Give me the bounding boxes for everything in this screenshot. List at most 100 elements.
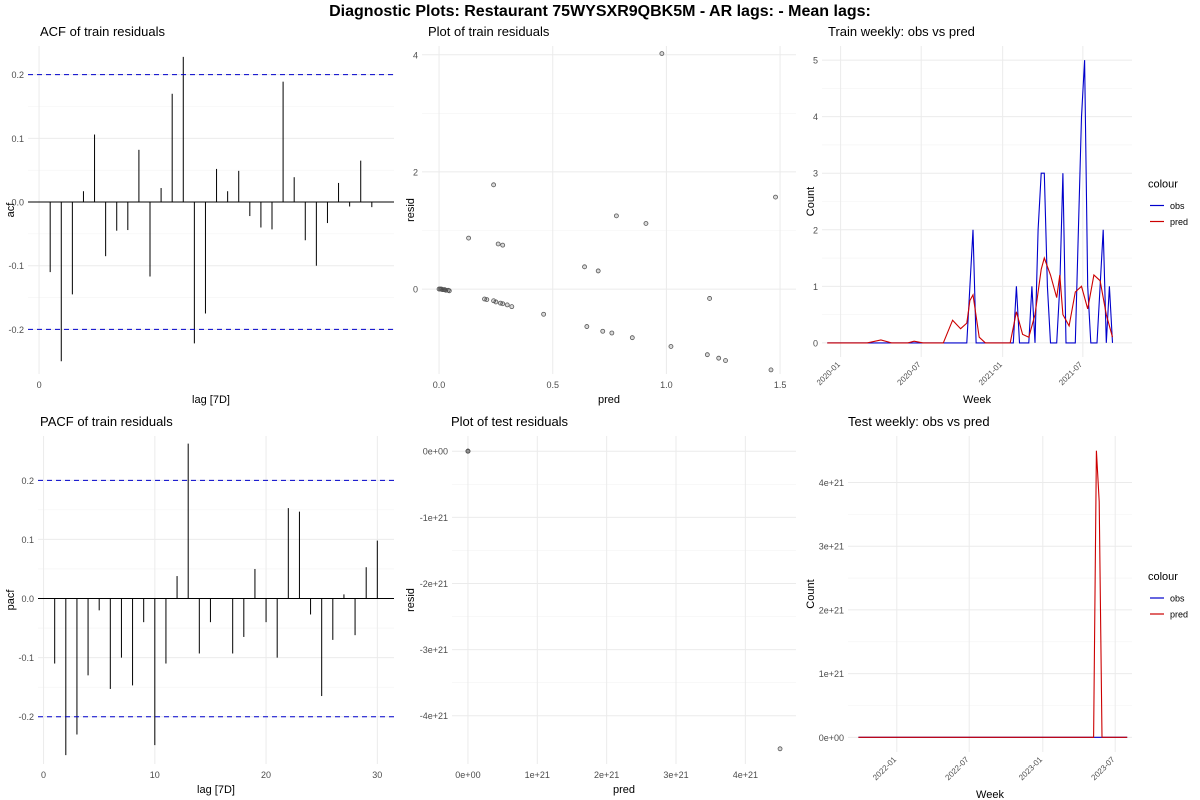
train-resid-y-axis-title: resid: [405, 198, 417, 222]
test-weekly-series-line-pred: [858, 450, 1128, 738]
test-resid-xtick-label: 3e+21: [663, 770, 688, 780]
train-resid-point: [491, 298, 497, 304]
pacf-xtick-label: 10: [150, 770, 160, 780]
train-weekly-xtick-label: 2020-01: [815, 360, 843, 388]
train-resid-x-axis-title: pred: [598, 394, 620, 406]
test-resid-ytick-label: -1e+21: [420, 513, 448, 523]
test-resid-xtick-label: 2e+21: [594, 770, 619, 780]
train-resid-point: [773, 194, 778, 200]
test-weekly-xtick-label: 2022-07: [943, 755, 971, 783]
panel-title-train-weekly: Train weekly: obs vs pred: [828, 24, 975, 39]
train-resid-point: [582, 264, 587, 270]
train-resid-point: [768, 367, 774, 373]
panel-title-pacf: PACF of train residuals: [40, 414, 173, 429]
train-resid-point: [500, 242, 506, 248]
train-weekly-x-axis-title: Week: [963, 394, 991, 406]
test-weekly-ytick-label: 3e+21: [819, 542, 844, 552]
train-weekly-ytick-label: 3: [813, 169, 818, 179]
train-weekly-ytick-label: 1: [813, 282, 818, 292]
train-resid-point: [495, 241, 501, 247]
train-resid-xtick-label: 1.5: [774, 380, 787, 390]
acf-ytick-label: -0.2: [8, 325, 24, 335]
acf-y-axis-title: acf: [5, 202, 17, 218]
pacf-ytick-label: 0.0: [21, 594, 34, 604]
train-resid-point: [707, 296, 713, 301]
test-resid-ytick-label: -3e+21: [420, 645, 448, 655]
pacf-ytick-label: 0.1: [21, 535, 34, 545]
train-resid-point: [509, 304, 515, 310]
train-resid-point: [609, 330, 615, 336]
train-weekly-xtick-label: 2020-07: [895, 360, 923, 388]
train-resid-point: [668, 344, 674, 349]
train-resid-point: [704, 352, 710, 358]
train-weekly-legend-label-pred: pred: [1170, 217, 1188, 227]
test-resid-ytick-label: -2e+21: [420, 579, 448, 589]
panel-title-test-weekly: Test weekly: obs vs pred: [848, 414, 990, 429]
test-weekly-ytick-label: 2e+21: [819, 605, 844, 615]
pacf-xtick-label: 0: [41, 770, 46, 780]
train-weekly-series-line-pred: [827, 256, 1114, 344]
train-resid-point: [595, 268, 601, 274]
test-weekly-legend-label-obs: obs: [1170, 594, 1185, 604]
test-weekly-x-axis-title: Week: [976, 789, 1004, 800]
train-weekly-ytick-label: 2: [813, 225, 818, 235]
test-weekly-ytick-label: 1e+21: [819, 669, 844, 679]
test-resid-point: [465, 448, 471, 454]
train-resid-point: [629, 335, 635, 341]
test-resid-ytick-label: 0e+00: [423, 447, 448, 457]
pacf-ytick-label: 0.2: [21, 476, 34, 486]
acf-x-axis-title: lag [7D]: [192, 394, 230, 406]
train-resid-point: [466, 235, 472, 241]
train-resid-xtick-label: 0.5: [546, 380, 559, 390]
pacf-y-axis-title: pacf: [5, 589, 17, 611]
acf-ytick-label: 0.0: [11, 198, 24, 208]
pacf-xtick-label: 20: [261, 770, 271, 780]
panel-title-acf: ACF of train residuals: [40, 24, 165, 39]
test-resid-point: [777, 746, 783, 752]
train-weekly-legend-label-obs: obs: [1170, 201, 1185, 211]
train-resid-ytick-label: 0: [413, 285, 418, 295]
test-weekly-xtick-label: 2023-01: [1017, 755, 1045, 783]
test-resid-x-axis-title: pred: [613, 784, 635, 796]
pacf-ytick-label: -0.2: [18, 712, 34, 722]
train-resid-xtick-label: 0.0: [433, 380, 446, 390]
train-weekly-xtick-label: 2021-07: [1057, 360, 1085, 388]
test-weekly-legend-title: colour: [1148, 571, 1178, 583]
test-weekly-ytick-label: 4e+21: [819, 478, 844, 488]
train-weekly-ytick-label: 4: [813, 112, 818, 122]
train-weekly-xtick-label: 2021-01: [977, 360, 1005, 388]
train-resid-point: [643, 221, 649, 226]
train-resid-point: [659, 51, 665, 57]
acf-ytick-label: -0.1: [8, 261, 24, 271]
test-resid-xtick-label: 1e+21: [525, 770, 550, 780]
train-resid-point: [491, 182, 497, 188]
train-weekly-ytick-label: 5: [813, 56, 818, 66]
train-resid-xtick-label: 1.0: [660, 380, 673, 390]
train-weekly-ytick-label: 0: [813, 338, 818, 348]
figure-title: Diagnostic Plots: Restaurant 75WYSXR9QBK…: [329, 3, 871, 20]
train-resid-point: [493, 299, 499, 305]
panel-title-test-resid: Plot of test residuals: [451, 414, 569, 429]
train-resid-point: [484, 297, 490, 303]
acf-ytick-label: 0.1: [11, 134, 24, 144]
train-resid-point: [504, 302, 510, 308]
train-weekly-series-line-obs: [827, 60, 1114, 344]
test-weekly-legend-label-pred: pred: [1170, 610, 1188, 620]
test-resid-xtick-label: 4e+21: [733, 770, 758, 780]
pacf-ytick-label: -0.1: [18, 653, 34, 663]
test-weekly-ytick-label: 0e+00: [819, 733, 844, 743]
test-weekly-xtick-label: 2022-01: [871, 755, 899, 783]
acf-xtick-label: 0: [37, 380, 42, 390]
test-resid-xtick-label: 0e+00: [455, 770, 480, 780]
pacf-x-axis-title: lag [7D]: [197, 784, 235, 796]
train-resid-point: [723, 358, 728, 363]
train-resid-point: [500, 301, 506, 307]
train-weekly-legend-title: colour: [1148, 179, 1178, 191]
train-resid-point: [446, 288, 452, 294]
test-resid-y-axis-title: resid: [405, 588, 417, 612]
test-weekly-y-axis-title: Count: [805, 579, 817, 608]
test-weekly-xtick-label: 2023-07: [1089, 755, 1117, 783]
train-resid-point: [600, 328, 606, 334]
train-resid-ytick-label: 2: [413, 167, 418, 177]
